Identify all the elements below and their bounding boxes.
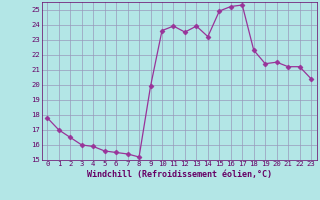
X-axis label: Windchill (Refroidissement éolien,°C): Windchill (Refroidissement éolien,°C) <box>87 170 272 179</box>
